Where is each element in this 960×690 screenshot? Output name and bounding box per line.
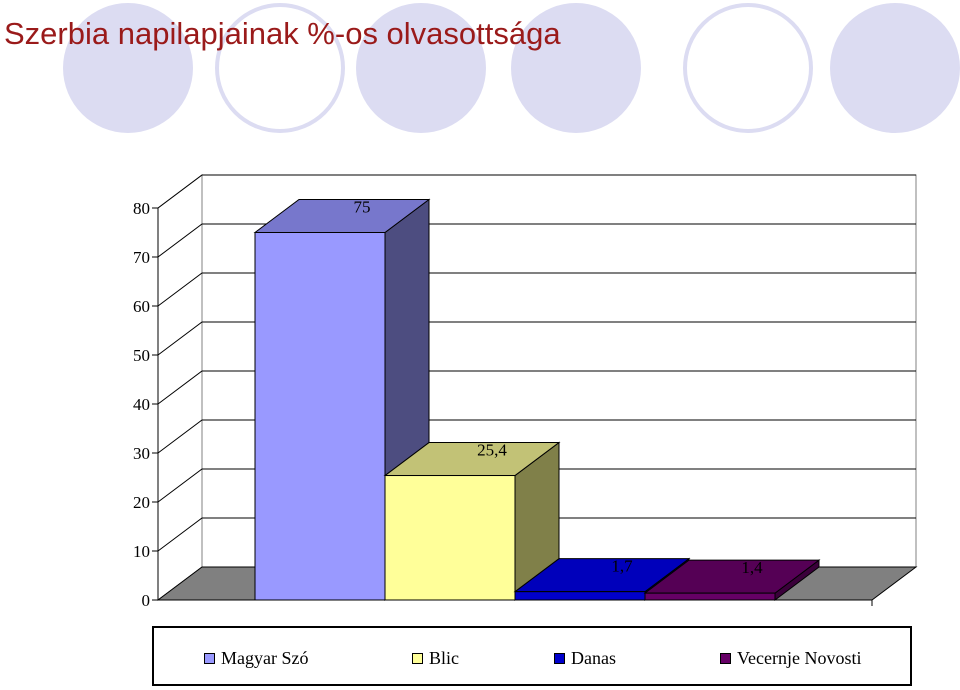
decor-circle: [63, 3, 193, 133]
data-label: 1,4: [741, 558, 763, 577]
bar-4: [643, 559, 821, 601]
y-tick-label: 50: [133, 346, 150, 365]
gridline: [157, 468, 916, 503]
chart-gridlines: [157, 174, 916, 552]
chart-bars: [253, 198, 821, 601]
y-tick-label: 30: [133, 444, 150, 463]
gridline: [157, 517, 916, 552]
decor-ring: [683, 3, 813, 133]
legend-label: Blic: [429, 648, 459, 668]
legend-swatch: [554, 653, 565, 664]
legend-item: Danas: [554, 648, 616, 669]
legend-item: Vecernje Novosti: [720, 648, 861, 669]
legend-swatch: [412, 653, 423, 664]
gridline: [157, 370, 916, 405]
gridline: [157, 419, 916, 454]
gridline: [157, 272, 916, 307]
y-tick-label: 80: [133, 199, 150, 218]
y-tick-label: 20: [133, 493, 150, 512]
gridline: [157, 174, 916, 209]
legend-item: Blic: [412, 648, 459, 669]
bar-front: [514, 591, 646, 601]
bar-front: [644, 592, 776, 601]
decor-circle: [511, 3, 641, 133]
chart-legend: Magyar Szó Blic Danas Vecernje Novosti: [152, 626, 912, 686]
decor-circle: [356, 3, 486, 133]
page-title: Szerbia napilapjainak %-os olvasottsága: [4, 16, 561, 51]
legend-swatch: [204, 653, 215, 664]
data-label: 75: [354, 198, 371, 217]
decor-ring: [215, 3, 345, 133]
legend-label: Vecernje Novosti: [737, 648, 862, 668]
y-tick-label: 10: [133, 542, 150, 561]
y-tick-label: 60: [133, 297, 150, 316]
gridline: [157, 321, 916, 356]
bar-front: [254, 232, 386, 601]
decor-circle: [830, 3, 960, 133]
legend-label: Danas: [571, 648, 616, 668]
bar-2: [383, 441, 561, 601]
data-labels: 75 25,4 1,7 1,4: [354, 198, 764, 578]
y-tick-label: 0: [142, 591, 151, 610]
legend-swatch: [720, 653, 731, 664]
bar-front: [384, 475, 516, 601]
bar-chart: 0 10 20 30 40 50 60 70 80 75 25,4 1,7 1,4: [133, 174, 918, 610]
legend-label: Magyar Szó: [221, 648, 309, 668]
y-tick-label: 70: [133, 248, 150, 267]
gridline: [157, 223, 916, 258]
data-label: 25,4: [477, 441, 507, 460]
y-tick-label: 40: [133, 395, 150, 414]
data-label: 1,7: [611, 557, 633, 576]
legend-item: Magyar Szó: [204, 648, 308, 669]
